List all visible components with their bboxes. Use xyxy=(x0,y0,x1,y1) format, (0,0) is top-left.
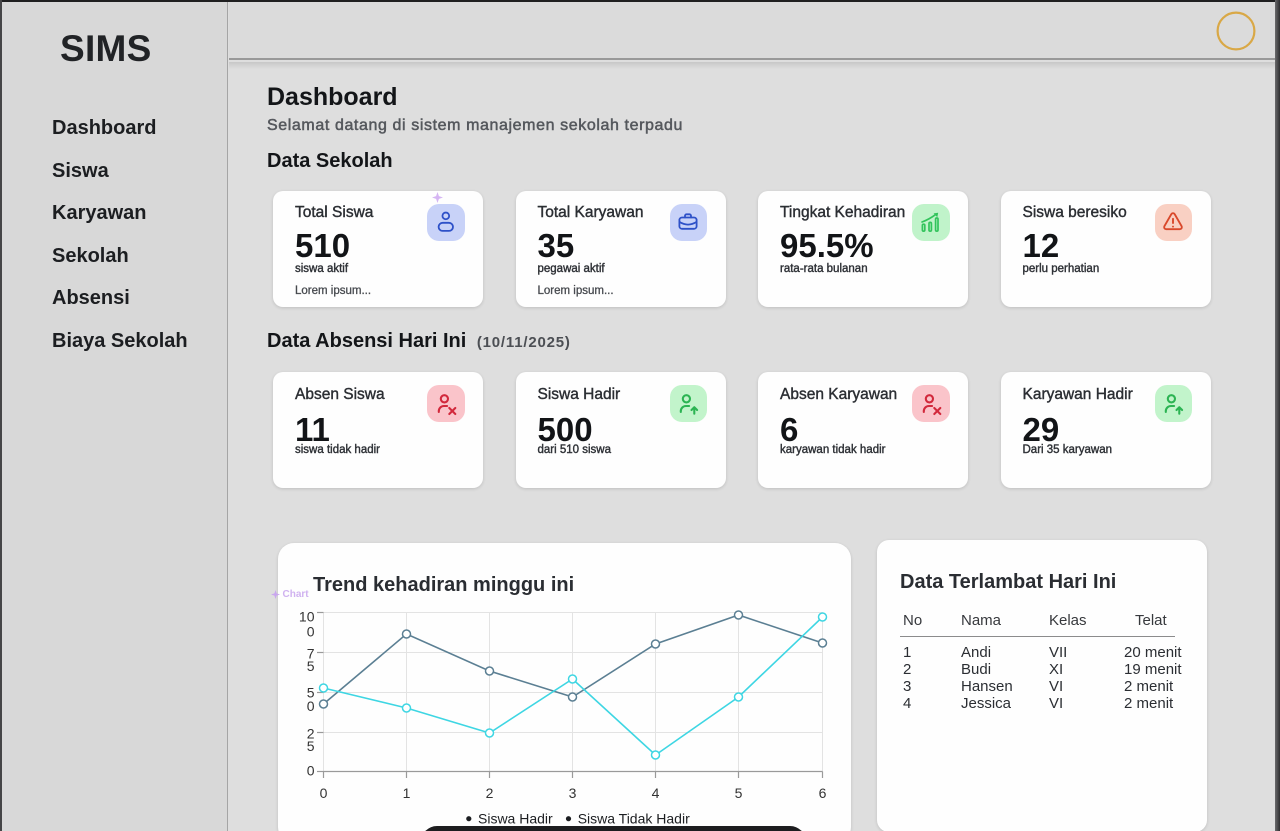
svg-text:5: 5 xyxy=(306,738,314,754)
svg-text:0: 0 xyxy=(306,763,314,779)
svg-text:10: 10 xyxy=(298,609,314,625)
svg-text:1: 1 xyxy=(402,785,410,801)
svg-text:6: 6 xyxy=(818,785,826,801)
svg-text:4: 4 xyxy=(651,785,659,801)
svg-text:0: 0 xyxy=(319,785,327,801)
svg-text:0: 0 xyxy=(306,624,314,640)
svg-text:3: 3 xyxy=(568,785,576,801)
svg-text:2: 2 xyxy=(485,785,493,801)
svg-text:5: 5 xyxy=(734,785,742,801)
svg-text:2: 2 xyxy=(306,725,314,741)
svg-text:0: 0 xyxy=(306,698,314,714)
svg-text:5: 5 xyxy=(306,658,314,674)
svg-text:5: 5 xyxy=(306,685,314,701)
svg-text:7: 7 xyxy=(306,645,314,661)
svg-text:Siswa Tidak Hadir: Siswa Tidak Hadir xyxy=(577,810,689,826)
svg-text:Siswa Hadir: Siswa Hadir xyxy=(478,810,553,826)
